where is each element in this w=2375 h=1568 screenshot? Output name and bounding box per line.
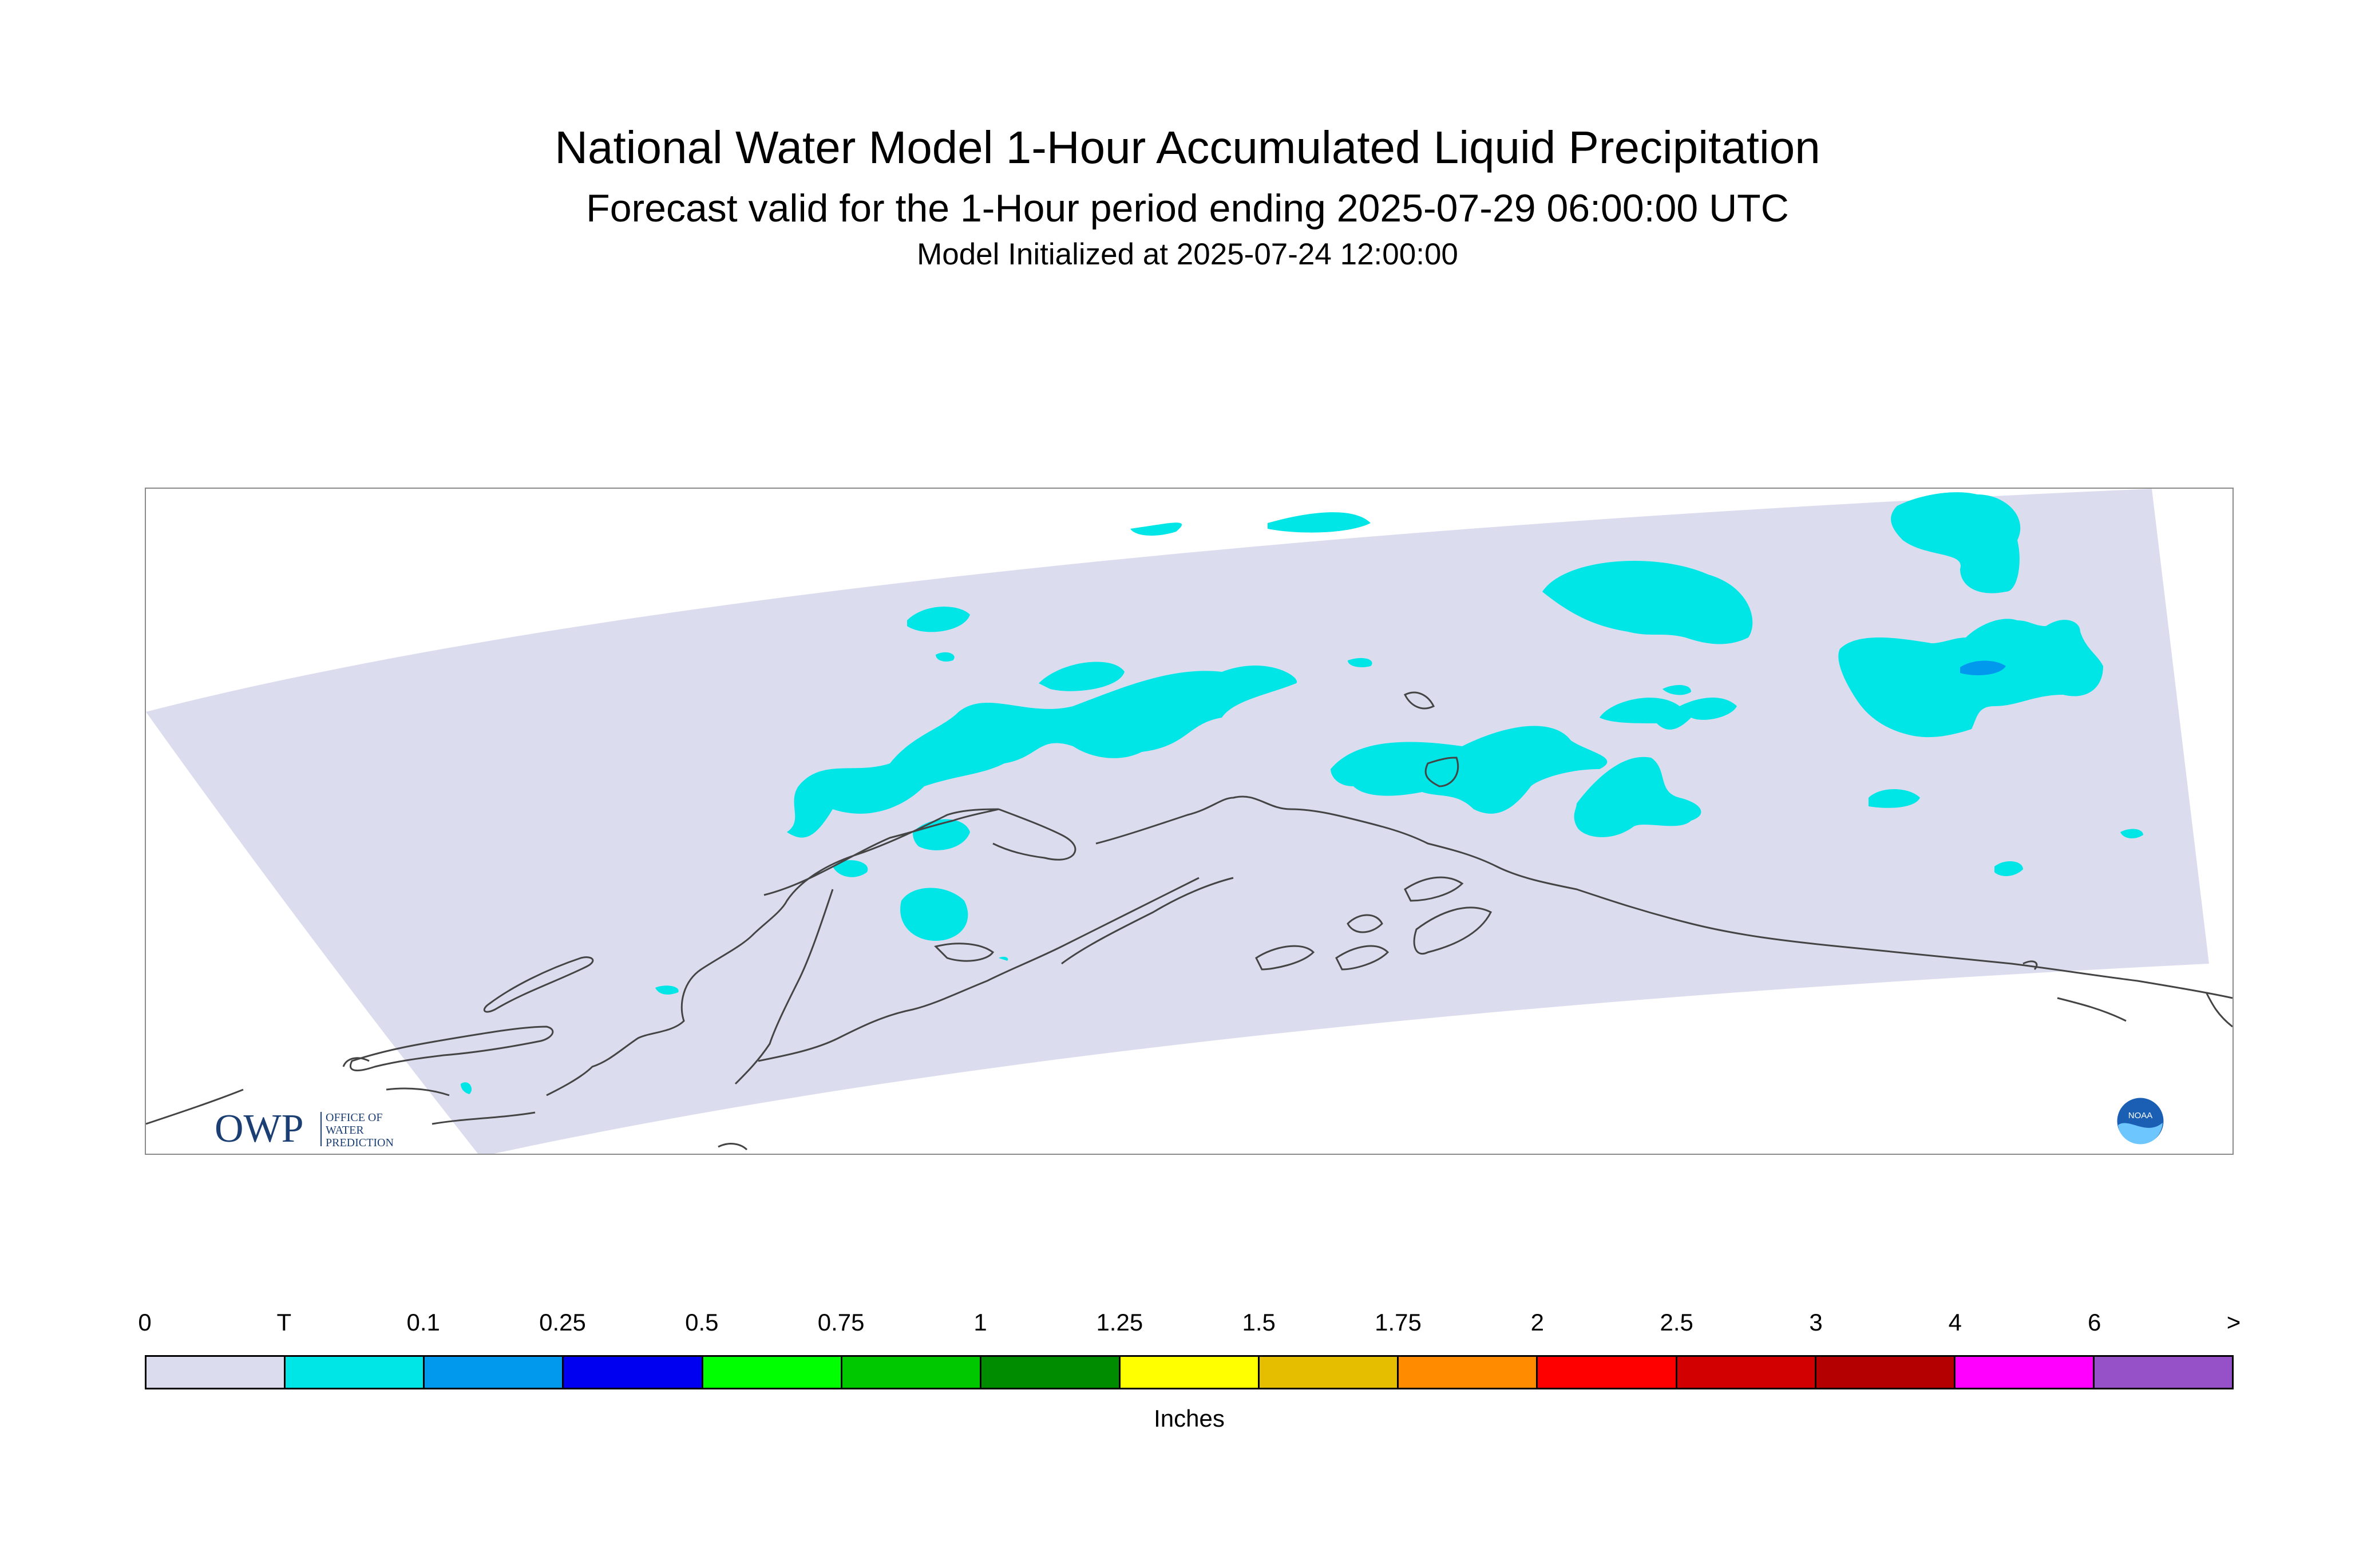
- legend-tick-label: 3: [1809, 1309, 1823, 1336]
- precip-area: [1869, 789, 1920, 808]
- legend-tick-label: >: [2226, 1309, 2241, 1336]
- legend-tick-label: 0: [138, 1309, 152, 1336]
- legend-tick-label: 0.1: [406, 1309, 440, 1336]
- legend-tick-label: 2: [1530, 1309, 1545, 1336]
- precip-area: [1600, 698, 1737, 730]
- precip-area: [900, 888, 968, 941]
- owp-logo: OWP OFFICE OF WATER PREDICTION: [215, 1107, 394, 1150]
- precip-area: [655, 985, 679, 995]
- map-frame: OWP OFFICE OF WATER PREDICTION NOAA: [145, 488, 2234, 1155]
- map-title: National Water Model 1-Hour Accumulated …: [555, 122, 1820, 173]
- owp-text-2: WATER: [326, 1124, 364, 1137]
- light-precip-area: [1960, 660, 2006, 675]
- legend-tick-label: 1.25: [1096, 1309, 1143, 1336]
- legend-swatch: [147, 1357, 286, 1388]
- coastline: [1404, 876, 1464, 902]
- legend-swatch: [286, 1357, 425, 1388]
- precip-area: [1542, 561, 1753, 644]
- noaa-text: NOAA: [2128, 1111, 2153, 1120]
- legend-swatch: [1538, 1357, 1677, 1388]
- legend-color-bar: [145, 1355, 2234, 1389]
- legend-swatch: [1955, 1357, 2095, 1388]
- precip-area: [907, 607, 970, 632]
- owp-text-1: OFFICE OF: [326, 1111, 382, 1124]
- map-subtitle: Forecast valid for the 1-Hour period end…: [586, 187, 1789, 230]
- legend-tick-label: 2.5: [1660, 1309, 1693, 1336]
- coastline: [934, 943, 995, 962]
- coastline: [1347, 914, 1383, 933]
- precip-area: [787, 666, 1297, 838]
- coastline: [350, 1025, 554, 1072]
- precip-area: [1891, 492, 2021, 593]
- legend-tick-label: 0.5: [685, 1309, 719, 1336]
- legend-tick-label: 4: [1948, 1309, 1962, 1336]
- precip-area: [1039, 662, 1125, 691]
- legend-unit-label: Inches: [1154, 1405, 1225, 1432]
- owp-mark: OWP: [215, 1107, 304, 1150]
- precip-area: [1838, 619, 2103, 738]
- coastline: [1335, 945, 1390, 971]
- legend-tick-label: 1.75: [1375, 1309, 1422, 1336]
- legend-tick-label: 1: [973, 1309, 987, 1336]
- precip-area: [2120, 829, 2143, 839]
- precipitation-map: [146, 489, 2232, 1154]
- precip-area: [936, 652, 955, 662]
- legend-swatch: [425, 1357, 564, 1388]
- precip-area: [999, 956, 1008, 961]
- precip-area: [1268, 512, 1371, 533]
- coastline: [734, 889, 834, 1085]
- legend-swatch: [842, 1357, 981, 1388]
- legend-tick-label: 0.25: [539, 1309, 586, 1336]
- owp-text-3: PREDICTION: [326, 1137, 394, 1149]
- legend-tick-label: T: [276, 1309, 292, 1336]
- legend-tick-label: 6: [2087, 1309, 2101, 1336]
- precip-area: [1348, 658, 1372, 667]
- coastline: [432, 1111, 536, 1125]
- legend-swatch: [1399, 1357, 1538, 1388]
- coastline: [1095, 795, 2232, 999]
- precip-area: [833, 860, 868, 877]
- precip-area: [1662, 685, 1691, 695]
- precip-area: [1574, 757, 1701, 837]
- coastline: [1413, 906, 1493, 955]
- legend-swatch: [2094, 1357, 2232, 1388]
- legend-swatch: [1120, 1357, 1260, 1388]
- coastline: [386, 1087, 450, 1096]
- precip-area: [1130, 522, 1182, 536]
- coastline: [1061, 877, 1234, 965]
- coastline: [718, 1143, 748, 1151]
- trace-precip-areas: [461, 492, 2143, 1094]
- coastline: [2205, 992, 2232, 1028]
- coastline: [546, 808, 999, 1096]
- model-init-time: Model Initialized at 2025-07-24 12:00:00: [917, 237, 1458, 271]
- coastline: [483, 956, 594, 1013]
- coastline: [342, 1057, 370, 1067]
- coastline: [1424, 757, 1459, 787]
- legend-swatch: [1260, 1357, 1399, 1388]
- legend-swatch: [981, 1357, 1121, 1388]
- legend-swatch: [564, 1357, 703, 1388]
- coastline: [2022, 960, 2038, 971]
- precip-area: [461, 1082, 472, 1094]
- coastline: [992, 808, 1076, 861]
- precip-area: [1331, 726, 1608, 814]
- color-legend: 0 T 0.1 0.25 0.5 0.75 1 1.25 1.5 1.75 2 2.5 3 4 6 > Inc…: [138, 1309, 2241, 1436]
- legend-tick-label: 0.75: [817, 1309, 865, 1336]
- legend-swatch: [703, 1357, 842, 1388]
- coastline: [1403, 691, 1435, 710]
- legend-tick-label: 1.5: [1242, 1309, 1276, 1336]
- coastline: [146, 1088, 244, 1125]
- coastlines: [146, 691, 2232, 1151]
- coastline: [1255, 945, 1315, 971]
- coastline: [758, 877, 1200, 1062]
- noaa-logo: NOAA: [2115, 1096, 2166, 1146]
- legend-swatch: [1816, 1357, 1956, 1388]
- coastline: [2057, 997, 2127, 1022]
- precip-area: [1994, 861, 2023, 876]
- legend-swatch: [1677, 1357, 1816, 1388]
